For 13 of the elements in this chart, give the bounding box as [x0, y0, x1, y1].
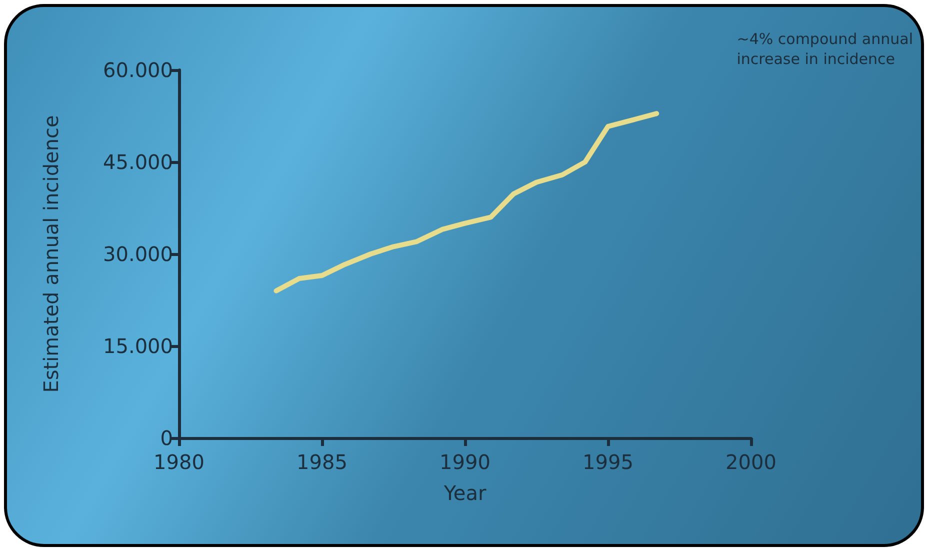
x-tick-label: 1995: [582, 450, 634, 474]
x-tick-label: 1990: [440, 450, 490, 474]
y-tick-label: 60.000: [103, 58, 173, 82]
x-axis-title: Year: [442, 481, 487, 505]
x-tick-label: 1980: [154, 450, 204, 474]
y-tick-label: 0: [160, 426, 173, 450]
y-tick-label: 30.000: [103, 242, 173, 266]
x-tick-label: 2000: [726, 450, 776, 474]
y-tick-label: 15.000: [103, 334, 173, 358]
x-tick-label: 1985: [296, 450, 348, 474]
y-axis-title: Estimated annual incidence: [39, 115, 63, 393]
y-tick-label: 45.000: [103, 150, 173, 174]
text: ~4% compound annual increase in incidence: [736, 30, 914, 68]
